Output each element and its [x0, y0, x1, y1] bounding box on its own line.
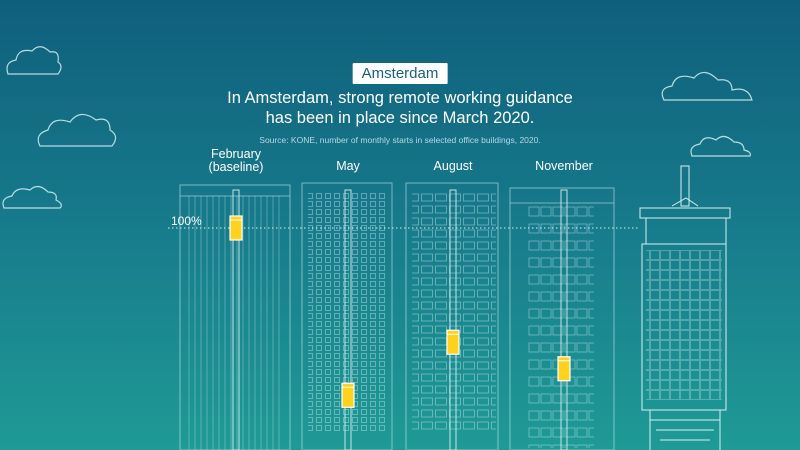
elevator-shaft	[232, 189, 240, 450]
elevator-marker	[229, 215, 243, 241]
elevator-shaft	[344, 189, 352, 450]
category-label: August	[433, 159, 473, 173]
headline-line-2: has been in place since March 2020.	[265, 109, 535, 127]
elevator-shaft	[449, 189, 457, 450]
city-badge: Amsterdam	[352, 63, 448, 84]
building-november	[509, 187, 615, 450]
cloud-icon	[37, 113, 117, 147]
elevator-marker	[446, 329, 460, 355]
cloud-icon	[2, 185, 62, 209]
building-may	[301, 182, 393, 450]
cloud-icon	[661, 71, 753, 101]
elevator-shaft	[560, 189, 568, 450]
elevator-marker	[341, 382, 355, 408]
category-label: May	[336, 159, 360, 173]
reference-line-label: 100%	[171, 214, 202, 228]
cloud-icon	[690, 135, 751, 157]
category-label: February (baseline)	[208, 147, 264, 174]
building-august	[405, 182, 499, 450]
headline-line-1: In Amsterdam, strong remote working guid…	[227, 89, 573, 107]
source-note: Source: KONE, number of monthly starts i…	[259, 135, 541, 145]
building-tower	[639, 165, 731, 450]
elevator-marker	[557, 356, 571, 382]
category-label: November	[535, 159, 593, 173]
cloud-icon	[6, 46, 62, 75]
